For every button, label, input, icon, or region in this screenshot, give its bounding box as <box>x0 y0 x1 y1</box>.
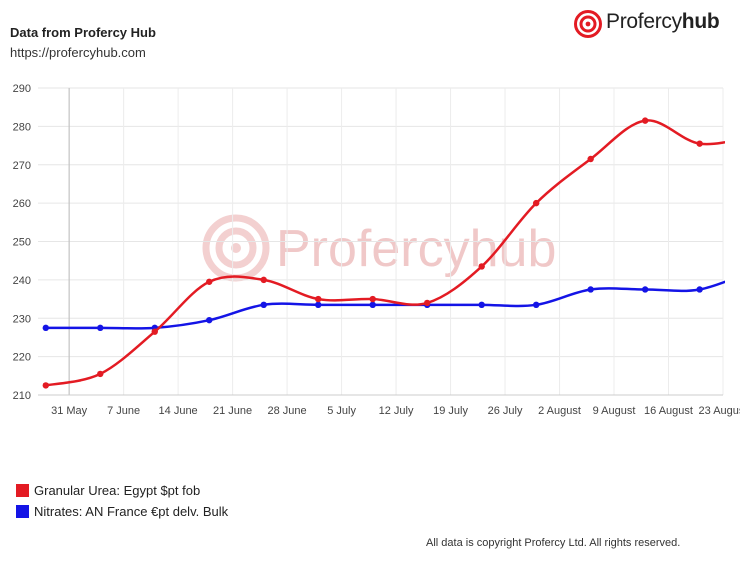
y-axis: 210 220 230 240 250 260 270 280 290 <box>13 83 31 402</box>
data-point-urea[interactable] <box>151 328 158 335</box>
data-point-urea[interactable] <box>424 299 431 307</box>
data-point-nitrates[interactable] <box>315 301 322 309</box>
data-point-nitrates[interactable] <box>369 301 376 309</box>
watermark-text: Profercyhub <box>276 220 556 278</box>
data-point-nitrates[interactable] <box>260 301 267 309</box>
data-point-urea[interactable] <box>532 199 540 207</box>
data-point-urea[interactable] <box>478 263 485 270</box>
y-tick-label: 260 <box>13 198 31 210</box>
data-point-nitrates[interactable] <box>206 316 213 324</box>
copyright-notice: All data is copyright Profercy Ltd. All … <box>426 537 681 549</box>
x-tick-label: 5 July <box>327 405 356 417</box>
y-tick-label: 210 <box>13 390 31 402</box>
profercy-logo: Profercyhub <box>574 8 724 40</box>
data-point-nitrates[interactable] <box>97 324 104 332</box>
x-axis: 31 May 7 June 14 June 21 June 28 June 5 July 1… <box>51 405 740 417</box>
legend: Granular Urea: Egypt $pt fob Nitrates: A… <box>16 480 228 522</box>
data-point-urea[interactable] <box>641 117 649 124</box>
series-group <box>42 117 725 389</box>
logo-wordmark: Profercyhub <box>606 10 720 34</box>
data-point-urea[interactable] <box>97 370 104 378</box>
x-tick-label: 31 May <box>51 405 88 417</box>
data-point-nitrates[interactable] <box>696 286 703 293</box>
y-tick-label: 230 <box>13 313 31 325</box>
x-tick-label: 9 August <box>593 405 636 417</box>
legend-item-urea[interactable]: Granular Urea: Egypt $pt fob <box>16 480 228 501</box>
data-point-urea[interactable] <box>369 295 376 303</box>
logo-word-bold: hub <box>681 10 720 33</box>
data-point-nitrates[interactable] <box>641 286 649 293</box>
data-point-urea[interactable] <box>315 295 322 303</box>
data-point-urea[interactable] <box>587 155 594 163</box>
y-tick-label: 280 <box>13 121 31 133</box>
legend-label-urea: Granular Urea: Egypt $pt fob <box>34 483 201 498</box>
x-tick-label: 19 July <box>433 405 468 417</box>
source-url[interactable]: https://profercyhub.com <box>10 45 146 60</box>
x-tick-label: 7 June <box>107 405 140 417</box>
x-tick-label: 28 June <box>268 405 307 417</box>
profercy-logo-icon <box>574 10 602 38</box>
data-point-urea[interactable] <box>206 278 213 285</box>
series-line-urea <box>45 119 725 387</box>
data-point-nitrates[interactable] <box>478 301 485 309</box>
grid <box>38 87 724 396</box>
x-tick-label: 23 August <box>699 405 740 417</box>
data-point-urea[interactable] <box>42 382 49 389</box>
series-line-nitrates <box>45 280 725 330</box>
y-tick-label: 270 <box>13 160 31 172</box>
legend-item-nitrates[interactable]: Nitrates: AN France €pt delv. Bulk <box>16 501 228 522</box>
x-tick-label: 16 August <box>644 405 693 417</box>
chart-source-title: Data from Profercy Hub <box>10 25 156 40</box>
x-tick-label: 2 August <box>538 405 581 417</box>
series-urea <box>42 117 725 389</box>
watermark: Profercyhub <box>202 214 556 282</box>
data-point-nitrates[interactable] <box>42 324 49 332</box>
y-tick-label: 220 <box>13 352 31 364</box>
data-point-nitrates[interactable] <box>587 286 594 293</box>
x-tick-label: 12 July <box>379 405 414 417</box>
x-tick-label: 26 July <box>488 405 523 417</box>
legend-label-nitrates: Nitrates: AN France €pt delv. Bulk <box>34 504 229 519</box>
data-point-urea[interactable] <box>696 140 703 147</box>
line-chart: Profercyhub 210220230240250260270280290 … <box>13 83 740 417</box>
legend-swatch-urea <box>16 484 29 497</box>
y-tick-label: 290 <box>13 83 31 95</box>
y-tick-label: 240 <box>13 275 31 287</box>
logo-word-regular: Profercy <box>606 10 682 33</box>
y-tick-label: 250 <box>13 237 31 249</box>
watermark-icon <box>202 214 270 282</box>
x-tick-label: 21 June <box>213 405 252 417</box>
legend-swatch-nitrates <box>16 505 29 518</box>
x-tick-label: 14 June <box>159 405 198 417</box>
data-point-nitrates[interactable] <box>532 301 540 309</box>
data-point-urea[interactable] <box>260 276 267 284</box>
